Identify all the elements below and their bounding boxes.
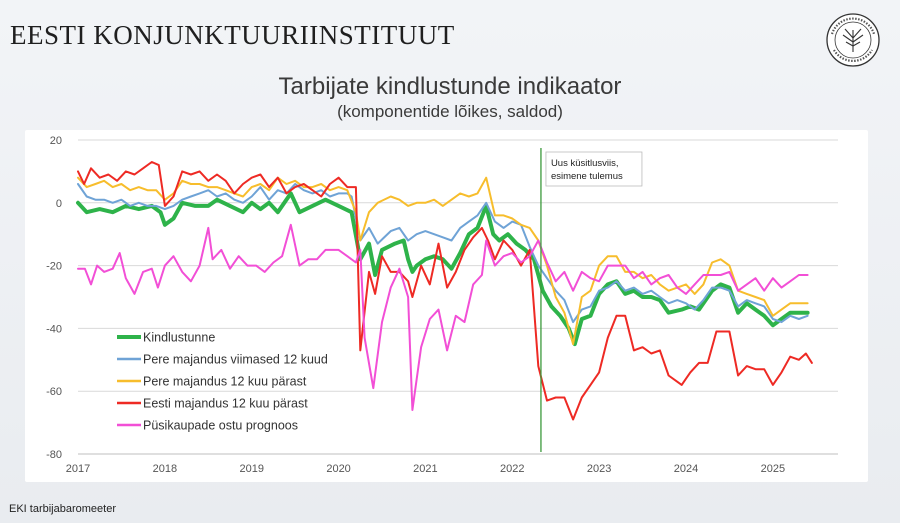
x-tick-label: 2023	[587, 463, 611, 475]
y-tick-label: 0	[56, 198, 62, 210]
x-tick-label: 2024	[674, 463, 698, 475]
y-tick-label: -40	[46, 323, 62, 335]
x-tick-label: 2022	[500, 463, 524, 475]
series-line	[77, 223, 809, 411]
y-tick-label: -20	[46, 261, 62, 273]
annotation-box	[545, 151, 643, 187]
x-tick-label: 2021	[413, 463, 437, 475]
legend-entry: Püsikaupade ostu prognoos	[143, 419, 298, 433]
x-axis-tick-labels: 2017 2018 2019 2020 2021 2022 2023 2024 2025	[66, 463, 785, 475]
source-note: EKI tarbijabaromeeter	[9, 503, 116, 515]
y-tick-label: 20	[50, 135, 62, 147]
plot-area	[25, 130, 868, 482]
annotation: Uus küsitlusviis, esimene tulemus	[540, 148, 643, 452]
series-line	[77, 176, 809, 346]
legend-entry: Pere majandus 12 kuu pärast	[143, 375, 307, 389]
annotation-text: esimene tulemus	[551, 171, 623, 182]
x-tick-label: 2025	[761, 463, 785, 475]
legend-entry: Pere majandus viimased 12 kuud	[143, 353, 328, 367]
y-tick-label: -80	[46, 449, 62, 461]
x-tick-label: 2019	[239, 463, 263, 475]
annotation-text: Uus küsitlusviis,	[551, 158, 619, 169]
series-line	[77, 161, 813, 421]
institute-seal-logo	[826, 13, 880, 67]
series-lines	[76, 161, 813, 421]
y-tick-label: -60	[46, 386, 62, 398]
chart-title: Tarbijate kindlustunde indikaator	[278, 73, 622, 100]
y-axis-tick-labels: 20 0 -20 -40 -60 -80	[46, 135, 62, 461]
series-line	[77, 183, 809, 324]
legend-entry: Kindlustunne	[143, 331, 215, 345]
legend: Kindlustunne Pere majandus viimased 12 ku…	[117, 331, 328, 433]
series-line	[76, 191, 810, 347]
org-name: EESTI KONJUNKTUURIINSTITUUT	[10, 20, 455, 50]
x-tick-label: 2020	[326, 463, 350, 475]
x-tick-label: 2017	[66, 463, 90, 475]
chart-subtitle: (komponentide lõikes, saldod)	[337, 102, 563, 121]
x-tick-label: 2018	[153, 463, 177, 475]
legend-entry: Eesti majandus 12 kuu pärast	[143, 397, 308, 411]
